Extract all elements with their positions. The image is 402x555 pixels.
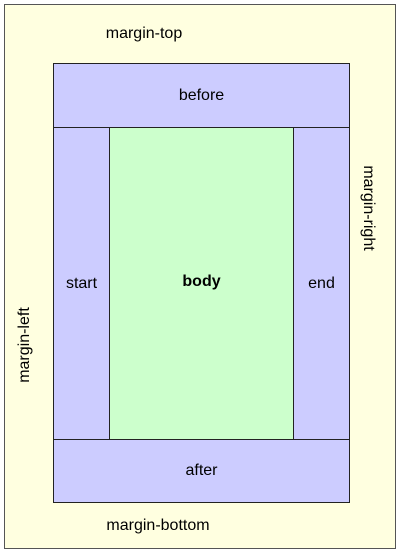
region-before: before (53, 63, 350, 128)
region-start: start (53, 127, 110, 440)
margin-bottom-label: margin-bottom (106, 517, 210, 534)
margin-left-label: margin-left (16, 307, 33, 383)
region-end: end (293, 127, 350, 440)
page-layout-diagram: margin-top before start body end after m… (4, 4, 396, 549)
region-after: after (53, 439, 350, 503)
region-body: body (109, 127, 294, 440)
margin-top-label: margin-top (105, 25, 183, 42)
margin-right-label: margin-right (360, 165, 377, 251)
